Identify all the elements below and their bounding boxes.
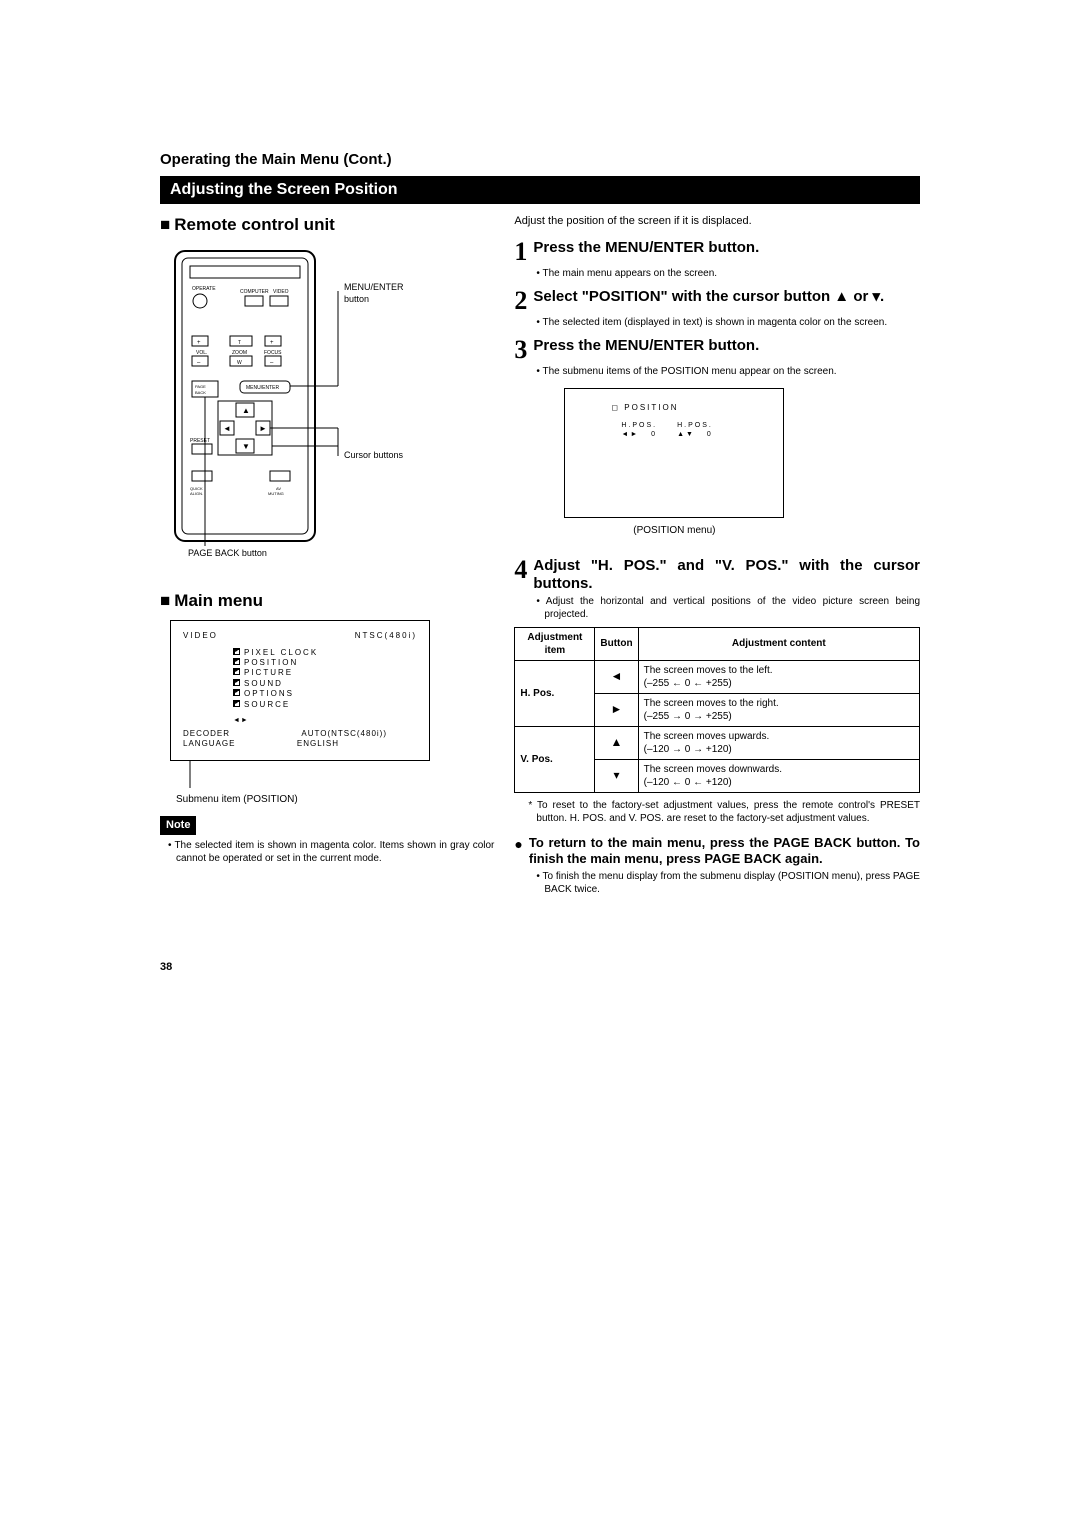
svg-text:+: + [270, 340, 274, 346]
step-3: 3 Press the MENU/ENTER button. [514, 337, 920, 363]
return-heading: ● To return to the main menu, press the … [514, 835, 920, 869]
step1-bullet: The main menu appears on the screen. [536, 267, 920, 280]
footnote: * To reset to the factory-set adjustment… [528, 799, 920, 825]
mainmenu-item: POSITION [233, 658, 417, 668]
mainmenu-item: SOUND [233, 679, 417, 689]
th-item: Adjustment item [515, 627, 595, 660]
svg-text:OPERATE: OPERATE [192, 286, 216, 292]
th-button: Button [595, 627, 638, 660]
mm-topleft: VIDEO [183, 631, 218, 641]
svg-text:T: T [238, 340, 241, 346]
posmenu-caption: (POSITION menu) [564, 524, 784, 537]
posmenu-h-label: H.POS. [621, 421, 657, 430]
svg-text:MUTING: MUTING [268, 491, 284, 496]
posmenu-v-val: 0 [707, 431, 713, 438]
svg-text:W: W [237, 360, 242, 366]
step1-title: Press the MENU/ENTER button. [533, 239, 759, 265]
svg-text:–: – [270, 360, 274, 366]
svg-text:PRESET: PRESET [190, 438, 210, 444]
step3-bullet: The submenu items of the POSITION menu a… [536, 365, 920, 378]
position-menu-box: ◻ POSITION H.POS. ◄► 0 H.POS. ▲▼ 0 [564, 388, 784, 518]
return-title-text: To return to the main menu, press the PA… [529, 835, 920, 869]
step2-title: Select "POSITION" with the cursor button… [533, 288, 884, 314]
svg-text:BACK: BACK [195, 390, 206, 395]
remote-heading: ■Remote control unit [160, 214, 494, 236]
td-up-icon: ▲ [595, 726, 638, 759]
mainmenu-heading: ■Main menu [160, 590, 494, 612]
intro-text: Adjust the position of the screen if it … [514, 214, 920, 228]
mainmenu-item: PICTURE [233, 668, 417, 678]
note-label: Note [160, 816, 196, 834]
mm-decoder-l: DECODER [183, 729, 230, 739]
svg-text:COMPUTER: COMPUTER [240, 289, 269, 295]
svg-text:ALIGN.: ALIGN. [190, 491, 203, 496]
mainmenu-item: SOURCE [233, 700, 417, 710]
step2-bullet: The selected item (displayed in text) is… [536, 316, 920, 329]
annot-menu-enter: MENU/ENTER button [344, 282, 414, 305]
svg-text:▼: ▼ [242, 442, 250, 451]
mm-topright: NTSC(480i) [355, 631, 417, 641]
posmenu-title: POSITION [624, 403, 678, 412]
td-vpos-up: The screen moves upwards. (–120 → 0 → +1… [638, 726, 919, 759]
svg-text:ZOOM: ZOOM [232, 350, 247, 356]
svg-text:VOL.: VOL. [196, 350, 207, 356]
svg-text:◄: ◄ [223, 424, 231, 433]
step-2: 2 Select "POSITION" with the cursor butt… [514, 288, 920, 314]
mainmenu-box: VIDEO NTSC(480i) PIXEL CLOCKPOSITIONPICT… [170, 620, 430, 761]
page-title-bar: Adjusting the Screen Position [160, 176, 920, 205]
page-number: 38 [160, 960, 920, 974]
step3-title: Press the MENU/ENTER button. [533, 337, 759, 363]
td-down-icon: ▾ [595, 759, 638, 792]
td-right-icon: ► [595, 693, 638, 726]
annot-pageback: PAGE BACK button [188, 548, 494, 560]
svg-text:MENU/ENTER: MENU/ENTER [246, 385, 279, 391]
td-vpos-down: The screen moves downwards. (–120 ← 0 ← … [638, 759, 919, 792]
adjustment-table: Adjustment item Button Adjustment conten… [514, 627, 920, 793]
step-4: 4 Adjust "H. POS." and "V. POS." with th… [514, 557, 920, 593]
mm-lang-r: ENGLISH [297, 739, 339, 749]
mm-caption: Submenu item (POSITION) [176, 793, 494, 806]
svg-text:FOCUS: FOCUS [264, 350, 282, 356]
td-left-icon: ◄ [595, 660, 638, 693]
mainmenu-item: PIXEL CLOCK [233, 648, 417, 658]
posmenu-v-label: H.POS. [677, 421, 713, 430]
svg-text:VIDEO: VIDEO [273, 289, 289, 295]
td-vpos: V. Pos. [515, 726, 595, 792]
remote-svg: OPERATE COMPUTER VIDEO + VOL. – T ZOOM W… [170, 246, 340, 546]
note-text: The selected item is shown in magenta co… [168, 839, 494, 865]
step-1: 1 Press the MENU/ENTER button. [514, 239, 920, 265]
td-hpos-right: The screen moves to the right. (–255 → 0… [638, 693, 919, 726]
td-hpos: H. Pos. [515, 660, 595, 726]
svg-text:+: + [197, 340, 201, 346]
svg-text:–: – [197, 360, 201, 366]
step4-bullet: Adjust the horizontal and vertical posit… [536, 595, 920, 621]
step4-title: Adjust "H. POS." and "V. POS." with the … [533, 557, 920, 593]
td-hpos-left: The screen moves to the left. (–255 ← 0 … [638, 660, 919, 693]
mm-lang-l: LANGUAGE [183, 739, 235, 749]
breadcrumb-heading: Operating the Main Menu (Cont.) [160, 150, 920, 170]
remote-diagram: OPERATE COMPUTER VIDEO + VOL. – T ZOOM W… [170, 246, 494, 560]
annot-cursor: Cursor buttons [344, 450, 414, 462]
mainmenu-item: OPTIONS [233, 689, 417, 699]
mainmenu-heading-text: Main menu [174, 591, 263, 610]
svg-text:PAGE: PAGE [195, 384, 206, 389]
remote-heading-text: Remote control unit [174, 215, 335, 234]
th-content: Adjustment content [638, 627, 919, 660]
return-bullet: To finish the menu display from the subm… [536, 870, 920, 896]
posmenu-h-val: 0 [651, 431, 657, 438]
mm-decoder-r: AUTO(NTSC(480i)) [301, 729, 387, 739]
svg-text:▲: ▲ [242, 406, 250, 415]
svg-text:►: ► [259, 424, 267, 433]
